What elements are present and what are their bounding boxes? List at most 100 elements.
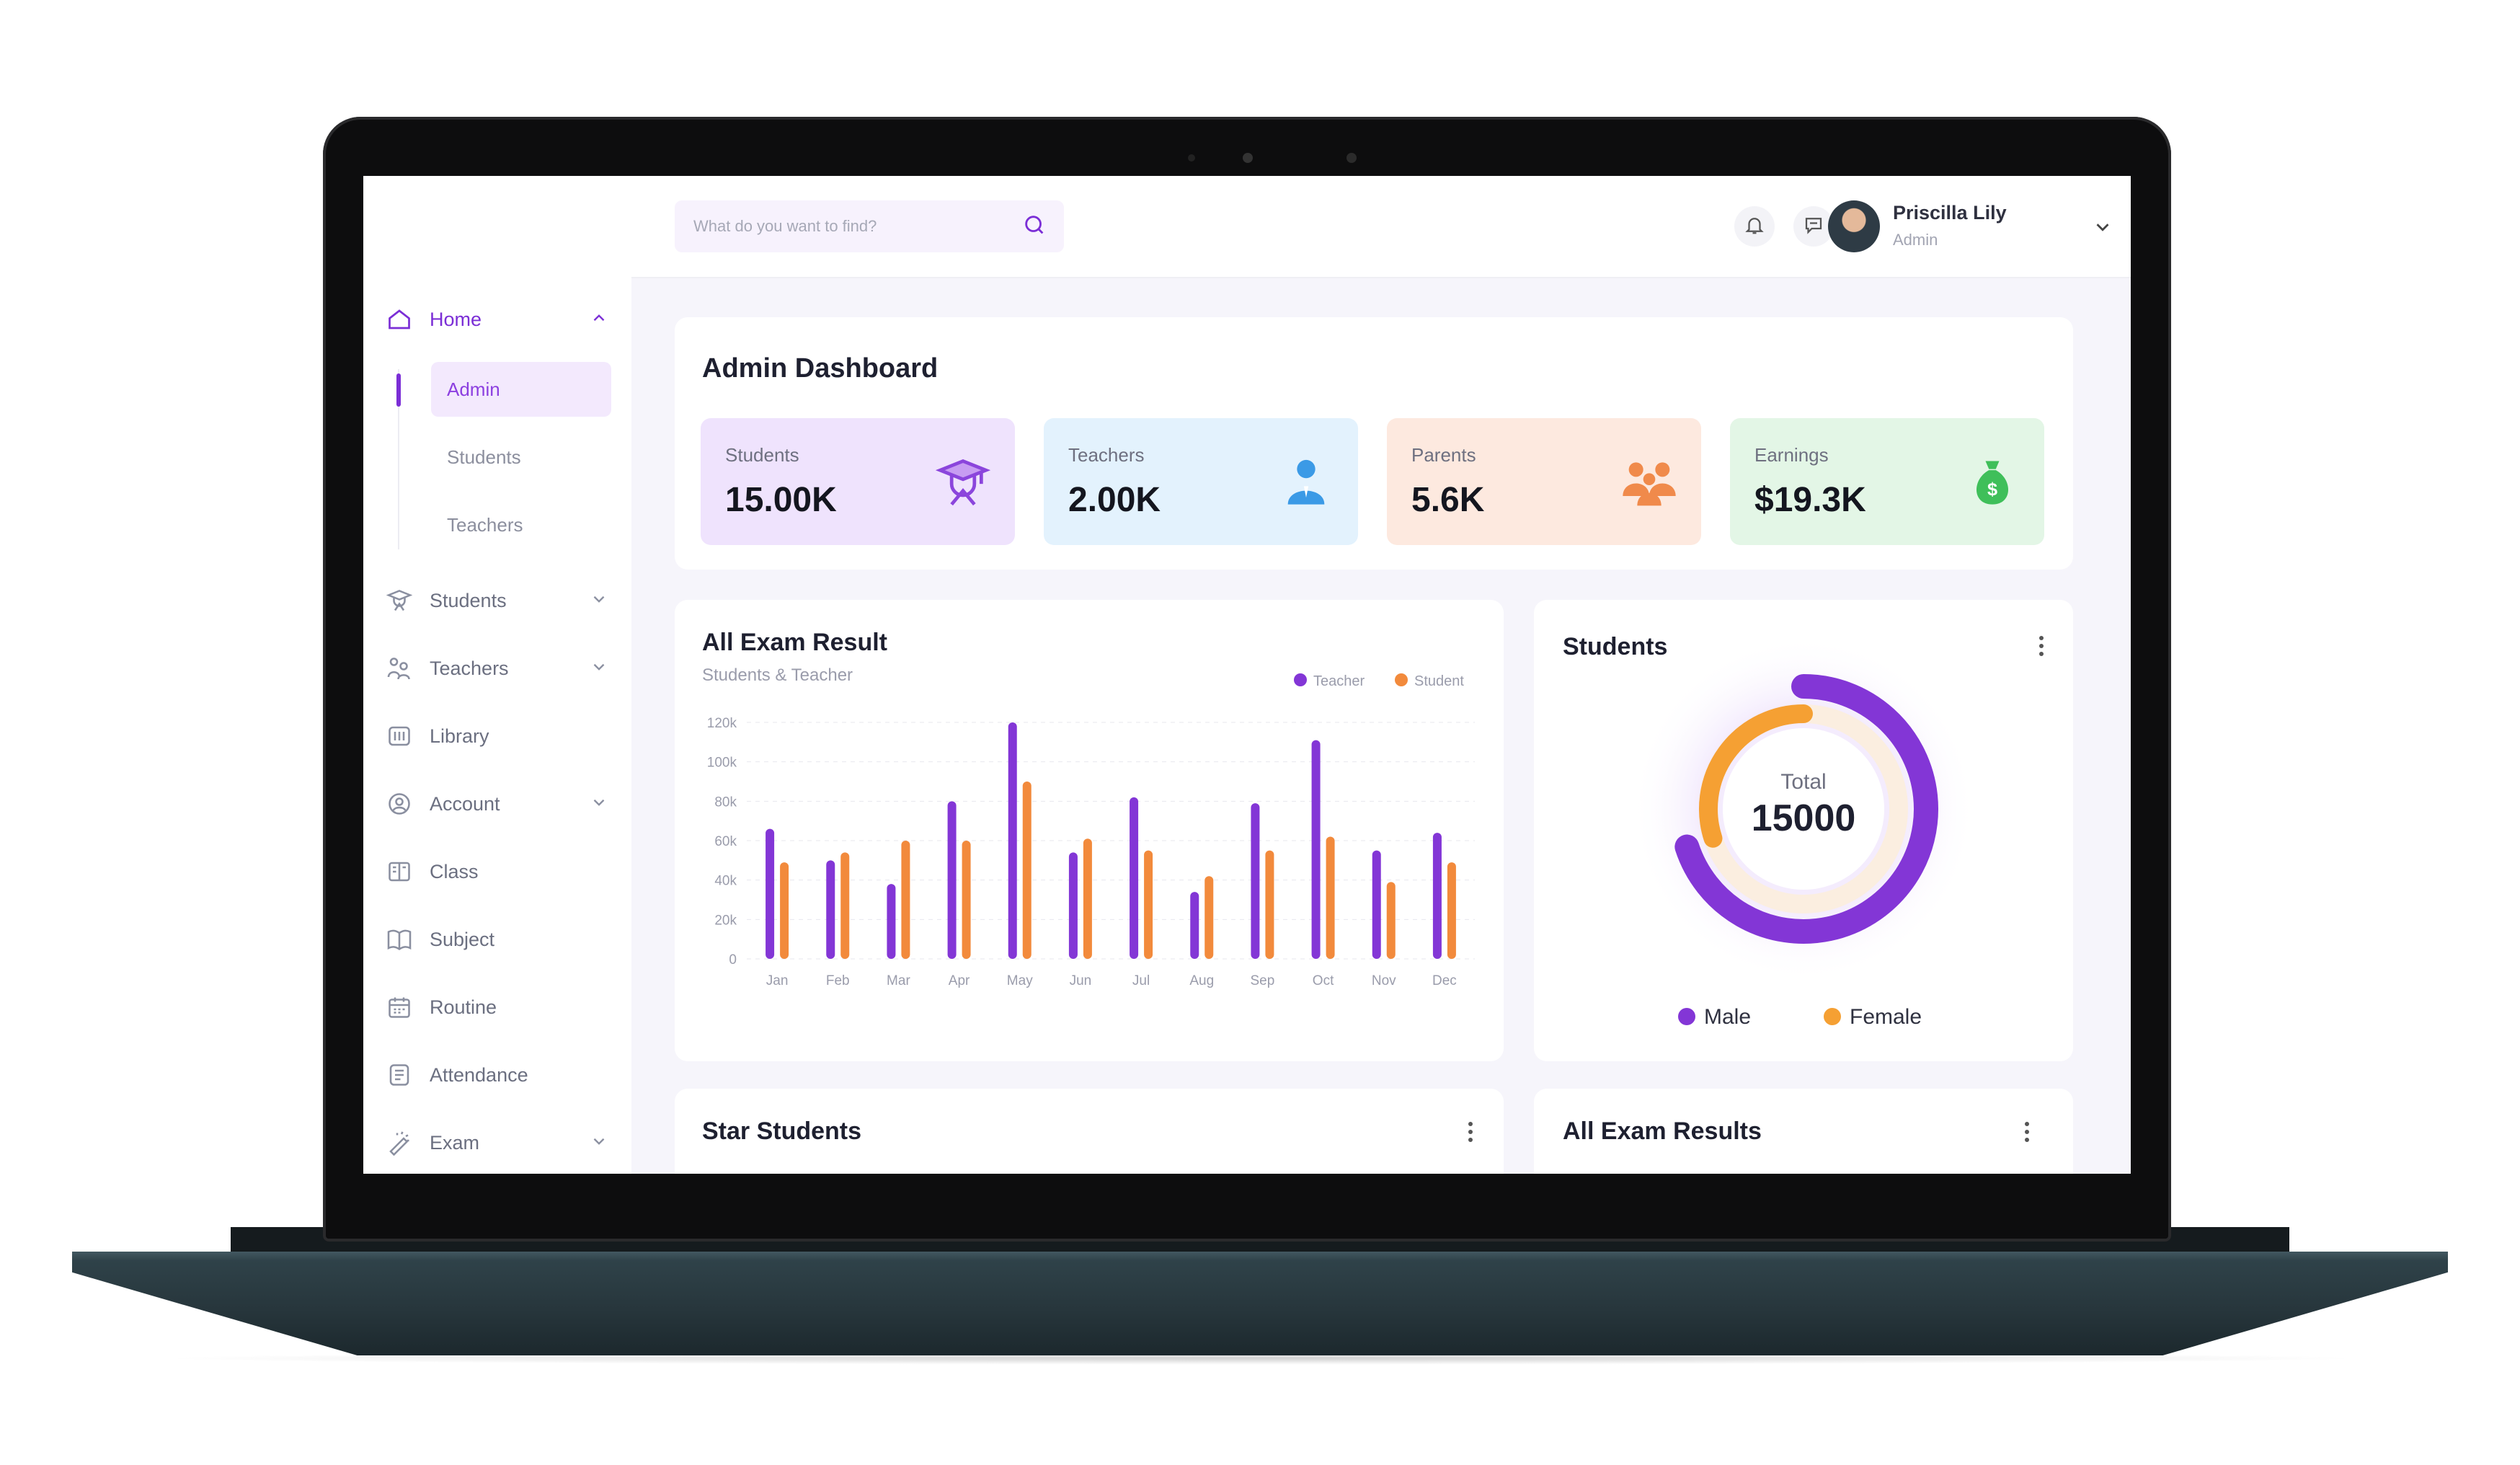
chevron-down-icon[interactable] bbox=[590, 793, 608, 817]
bar-teacher-sep[interactable] bbox=[1251, 803, 1260, 959]
y-tick-label: 40k bbox=[714, 874, 737, 889]
chevron-down-icon[interactable] bbox=[590, 1132, 608, 1156]
bar-student-dec[interactable] bbox=[1447, 862, 1456, 959]
star-students-title: Star Students bbox=[702, 1117, 862, 1145]
legend-teacher-swatch bbox=[1294, 673, 1307, 686]
bar-student-mar[interactable] bbox=[901, 841, 910, 959]
bar-teacher-oct[interactable] bbox=[1311, 740, 1321, 959]
sidebar-item-label: Attendance bbox=[430, 1063, 528, 1086]
chevron-down-icon[interactable] bbox=[590, 658, 608, 681]
more-options-icon[interactable] bbox=[2038, 636, 2044, 658]
bar-teacher-apr[interactable] bbox=[947, 801, 957, 959]
bar-student-jun[interactable] bbox=[1083, 838, 1092, 959]
sidebar-item-library[interactable]: Library bbox=[385, 718, 608, 754]
legend-student-swatch bbox=[1395, 673, 1408, 686]
sidebar-item-attendance[interactable]: Attendance bbox=[385, 1057, 608, 1093]
sidebar-item-routine[interactable]: Routine bbox=[385, 989, 608, 1025]
laptop-base bbox=[72, 1252, 2448, 1355]
bar-teacher-nov[interactable] bbox=[1372, 850, 1381, 959]
stat-card-earnings[interactable]: Earnings $19.3K $ bbox=[1730, 418, 2044, 545]
chevron-up-icon[interactable] bbox=[590, 309, 608, 332]
page-title: Admin Dashboard bbox=[702, 353, 939, 384]
sidebar-item-students[interactable]: Students bbox=[385, 583, 608, 619]
x-tick-label: Aug bbox=[1189, 973, 1214, 988]
y-tick-label: 60k bbox=[714, 834, 737, 849]
teacher-icon bbox=[385, 654, 414, 683]
bar-student-jul[interactable] bbox=[1144, 850, 1153, 959]
sidebar-item-home[interactable]: Home bbox=[385, 301, 608, 337]
sidebar-item-account[interactable]: Account bbox=[385, 786, 608, 822]
stat-value: 2.00K bbox=[1068, 481, 1161, 519]
bar-teacher-dec[interactable] bbox=[1432, 833, 1442, 959]
bar-teacher-feb[interactable] bbox=[826, 860, 835, 959]
x-tick-label: Jan bbox=[766, 973, 789, 988]
legend-female-label: Female bbox=[1850, 1005, 1922, 1029]
stat-label: Teachers bbox=[1068, 444, 1145, 466]
bar-teacher-jul[interactable] bbox=[1130, 797, 1139, 959]
chart-subtitle: Students & Teacher bbox=[702, 665, 853, 685]
sidebar-item-class[interactable]: Class bbox=[385, 854, 608, 890]
bar-teacher-mar[interactable] bbox=[887, 884, 896, 959]
sensor-dot bbox=[1188, 154, 1195, 161]
main-content: Priscilla Lily Admin Admin Dashboard Stu… bbox=[631, 176, 2131, 1174]
donut-slice-male[interactable] bbox=[1674, 674, 1938, 944]
x-tick-label: Feb bbox=[826, 973, 850, 988]
avatar[interactable] bbox=[1828, 200, 1880, 252]
more-options-icon[interactable] bbox=[1468, 1122, 1473, 1143]
sidebar-sub-students[interactable]: Students bbox=[447, 446, 521, 468]
bar-student-apr[interactable] bbox=[962, 841, 971, 959]
bar-teacher-jun[interactable] bbox=[1068, 852, 1078, 959]
stat-label: Students bbox=[725, 444, 799, 466]
sidebar-item-subject[interactable]: Subject bbox=[385, 921, 608, 957]
sidebar-item-teachers[interactable]: Teachers bbox=[385, 650, 608, 686]
bar-student-aug[interactable] bbox=[1204, 876, 1214, 959]
search-icon[interactable] bbox=[1022, 213, 1047, 241]
y-tick-label: 100k bbox=[707, 756, 737, 771]
class-icon bbox=[385, 857, 414, 886]
student-icon bbox=[385, 586, 414, 615]
chart-x-labels: Jan Feb Mar Apr May Jun Jul Aug Sep Oct Nov Dec bbox=[766, 973, 1457, 988]
all-exam-results-panel: All Exam Results bbox=[1534, 1089, 2073, 1174]
sidebar-item-label: Students bbox=[430, 589, 507, 611]
donut-slice-female[interactable] bbox=[1699, 704, 1813, 848]
notification-button[interactable] bbox=[1734, 206, 1775, 247]
chart-bars bbox=[766, 722, 1456, 959]
legend-male-swatch bbox=[1678, 1008, 1695, 1025]
chevron-down-icon[interactable] bbox=[590, 590, 608, 614]
stat-card-parents[interactable]: Parents 5.6K bbox=[1387, 418, 1701, 545]
bar-student-jan[interactable] bbox=[780, 862, 789, 959]
graduate-icon bbox=[933, 451, 993, 512]
search-input[interactable] bbox=[692, 216, 1022, 236]
bar-student-feb[interactable] bbox=[840, 852, 850, 959]
parents-group-icon bbox=[1619, 451, 1680, 512]
bar-teacher-aug[interactable] bbox=[1190, 892, 1199, 959]
sidebar-item-exam[interactable]: Exam bbox=[385, 1125, 608, 1161]
more-options-icon[interactable] bbox=[2024, 1122, 2030, 1143]
bar-student-sep[interactable] bbox=[1265, 850, 1274, 959]
y-tick-label: 20k bbox=[714, 913, 737, 928]
attendance-icon bbox=[385, 1061, 414, 1089]
account-icon bbox=[385, 789, 414, 818]
donut-legend: Male Female bbox=[1678, 1005, 1922, 1029]
x-tick-label: Nov bbox=[1372, 973, 1396, 988]
chevron-down-icon[interactable] bbox=[2092, 216, 2113, 242]
sidebar-sub-teachers[interactable]: Teachers bbox=[447, 513, 523, 536]
y-tick-label: 80k bbox=[714, 795, 737, 810]
stat-label: Parents bbox=[1411, 444, 1476, 466]
submenu-line bbox=[398, 369, 399, 549]
bar-student-nov[interactable] bbox=[1386, 882, 1396, 959]
all-exam-results-title: All Exam Results bbox=[1563, 1117, 1762, 1145]
exam-result-panel: All Exam Result Students & Teacher Teach… bbox=[675, 600, 1504, 1061]
stat-card-students[interactable]: Students 15.00K bbox=[701, 418, 1015, 545]
book-icon bbox=[385, 925, 414, 954]
top-bar: Priscilla Lily Admin bbox=[631, 176, 2131, 278]
home-icon bbox=[385, 305, 414, 334]
messages-button[interactable] bbox=[1793, 206, 1834, 247]
bar-teacher-jan[interactable] bbox=[766, 828, 775, 959]
active-indicator bbox=[396, 373, 401, 407]
sidebar-sub-admin[interactable]: Admin bbox=[431, 362, 611, 417]
stat-card-teachers[interactable]: Teachers 2.00K bbox=[1044, 418, 1358, 545]
bar-teacher-may[interactable] bbox=[1008, 722, 1017, 959]
bar-student-may[interactable] bbox=[1022, 782, 1031, 959]
bar-student-oct[interactable] bbox=[1326, 836, 1335, 959]
